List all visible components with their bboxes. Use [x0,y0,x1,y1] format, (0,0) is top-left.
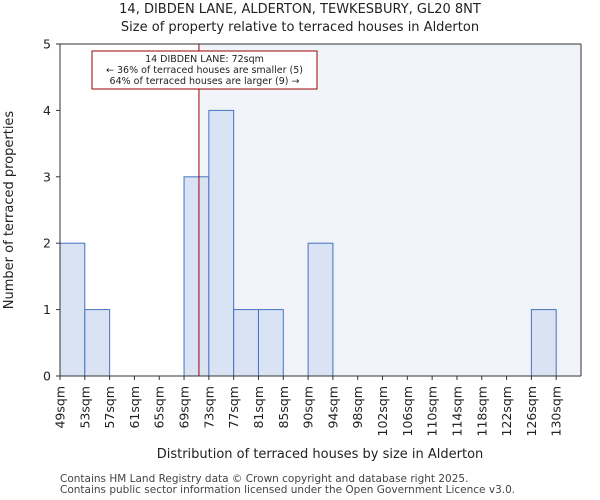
footer-attribution: Contains HM Land Registry data © Crown c… [60,474,515,496]
annotation-box [91,50,318,90]
x-tick-label-65sqm: 65sqm [152,386,167,429]
x-tick-label-106sqm: 106sqm [400,386,415,436]
x-tick-label-130sqm: 130sqm [549,386,564,436]
bar-49sqm [59,242,86,377]
bar-69sqm [183,176,210,377]
bar-126sqm [530,309,557,377]
bar-77sqm [233,309,259,377]
x-tick-label-94sqm: 94sqm [325,386,340,429]
bar-81sqm [257,309,284,377]
chart-subtitle: Size of property relative to terraced ho… [121,20,479,35]
bar-90sqm [307,242,334,377]
bar-73sqm [208,109,235,377]
x-tick-label-53sqm: 53sqm [77,386,92,429]
x-tick-label-122sqm: 122sqm [499,386,514,436]
x-tick-label-126sqm: 126sqm [524,386,539,436]
x-tick-label-77sqm: 77sqm [226,386,241,429]
annotation-line-1: 14 DIBDEN LANE: 72sqm [145,54,264,65]
plot-area: 0 1 2 3 4 5 49sqm 53sqm 57sqm 61sqm 65sqm 69sqm 73sq… [43,37,582,436]
annotation-line-2: ← 36% of terraced houses are smaller (5) [106,65,303,76]
x-tick-label-73sqm: 73sqm [201,386,216,429]
y-tick-label-2: 2 [43,236,51,251]
y-tick-label-5: 5 [43,37,51,52]
x-tick-label-102sqm: 102sqm [375,386,390,436]
x-tick-label-81sqm: 81sqm [251,386,266,429]
x-tick-label-114sqm: 114sqm [449,386,464,436]
x-tick-label-85sqm: 85sqm [276,386,291,429]
y-tick-label-0: 0 [43,369,51,384]
y-tick-label-1: 1 [43,302,51,317]
x-tick-label-49sqm: 49sqm [53,386,68,429]
chart-title: 14, DIBDEN LANE, ALDERTON, TEWKESBURY, G… [119,2,481,17]
x-tick-label-61sqm: 61sqm [127,386,142,429]
footer-line-1: Contains HM Land Registry data © Crown c… [60,473,469,485]
y-axis-label: Number of terraced properties [2,111,17,310]
x-tick-label-118sqm: 118sqm [474,386,489,436]
x-tick-label-57sqm: 57sqm [102,386,117,429]
y-tick-label-3: 3 [43,169,51,184]
y-tick-label-4: 4 [43,103,51,118]
x-axis-label: Distribution of terraced houses by size … [157,447,484,462]
x-tick-label-90sqm: 90sqm [301,386,316,429]
x-tick-label-110sqm: 110sqm [425,386,440,436]
footer-line-2: Contains public sector information licen… [60,484,516,496]
x-tick-label-98sqm: 98sqm [350,386,365,429]
annotation-line-3: 64% of terraced houses are larger (9) → [110,76,300,87]
x-tick-label-69sqm: 69sqm [177,386,192,429]
bar-53sqm [84,309,111,377]
